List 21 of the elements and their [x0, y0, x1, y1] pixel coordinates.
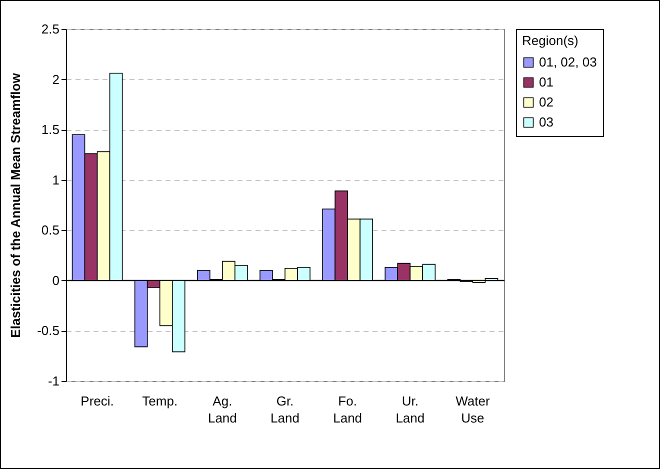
legend-label: 02: [539, 94, 554, 110]
y-tick-label: 0.5: [41, 222, 60, 238]
x-tick-label: Temp.: [142, 394, 178, 408]
y-tick-label: 1.5: [41, 122, 60, 138]
legend-title: Region(s): [522, 33, 578, 48]
x-tick-label: Gr. Land: [270, 394, 300, 426]
legend-label: 01, 02, 03: [539, 54, 597, 70]
legend-label: 01: [539, 74, 554, 90]
x-tick-label: Ag. Land: [208, 394, 237, 426]
x-tick-label: Preci.: [80, 394, 114, 408]
y-tick-label: -1: [48, 374, 60, 388]
x-tick-label: Water Use: [456, 394, 490, 426]
x-tick-label: Ur. Land: [396, 394, 425, 426]
y-tick-label: -0.5: [37, 323, 60, 338]
x-tick-label: Fo. Land: [333, 394, 362, 426]
y-axis-title: Elasticities of the Annual Mean Streamflow: [8, 72, 24, 338]
y-tick-label: 2.5: [41, 22, 60, 36]
y-tick-label: 1: [52, 172, 60, 188]
y-tick-label: 0: [52, 272, 60, 288]
y-tick-label: 2: [52, 72, 60, 87]
legend-label: 03: [539, 114, 554, 130]
